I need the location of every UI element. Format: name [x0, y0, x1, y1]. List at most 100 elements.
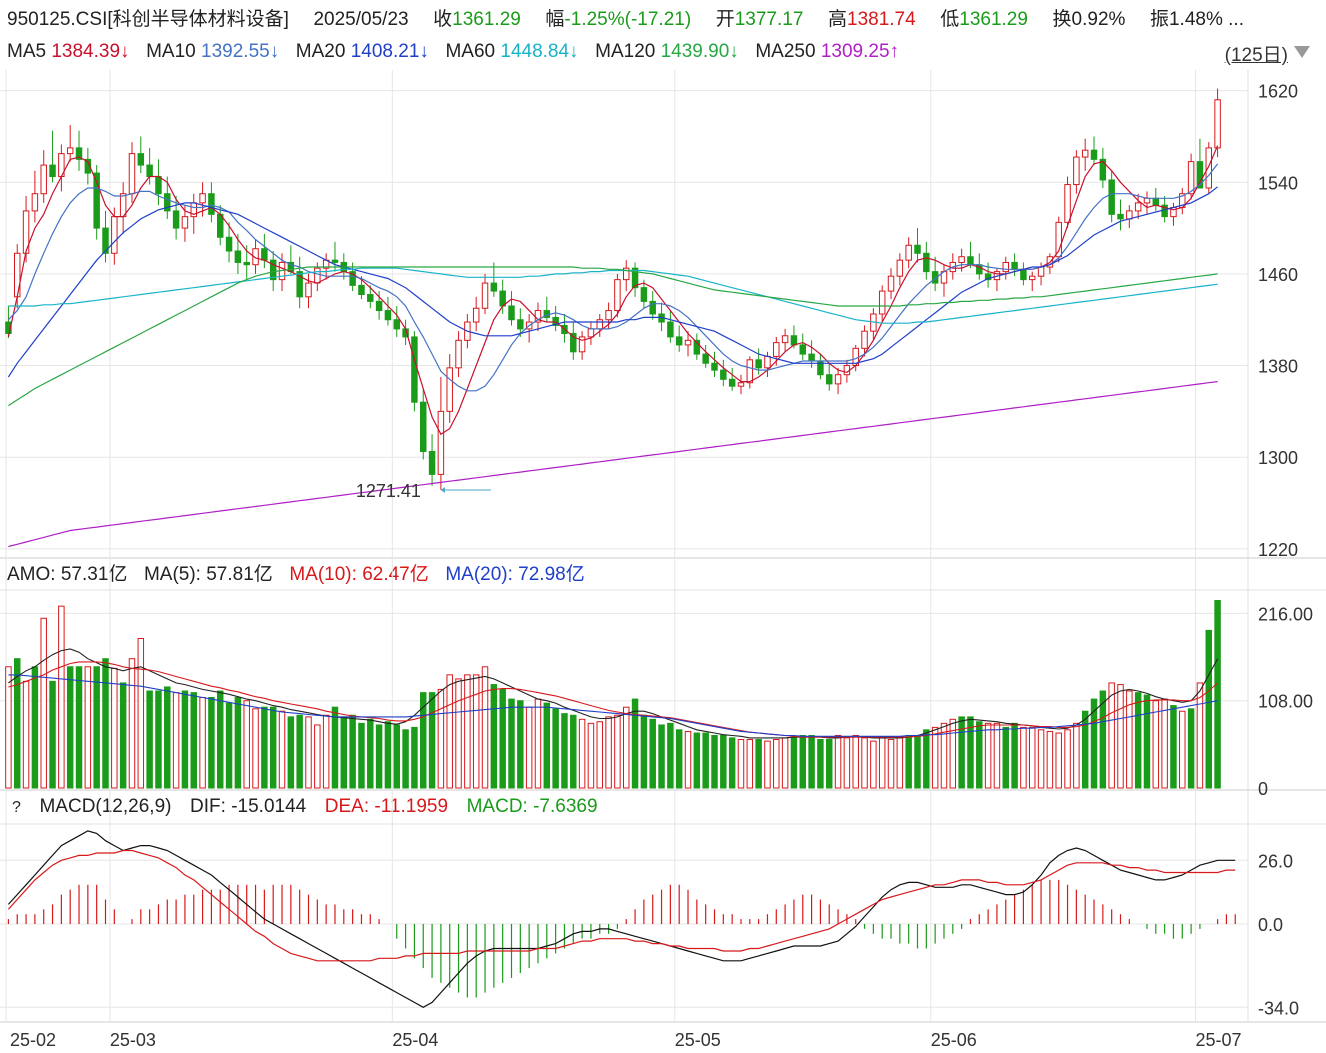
volume-bar	[773, 739, 780, 789]
volume-bar	[1214, 600, 1221, 789]
volume-bar	[984, 722, 992, 789]
volume-bar	[1126, 690, 1133, 789]
x-tick-label: 25-04	[392, 1030, 438, 1050]
price-tick-label: 1540	[1258, 173, 1298, 193]
candle-body	[605, 310, 612, 321]
x-tick-label: 25-06	[931, 1030, 977, 1050]
volume-bar	[570, 714, 577, 789]
candle-body	[728, 378, 736, 387]
volume-bar	[146, 690, 153, 789]
candle-body	[1081, 149, 1089, 158]
volume-bar	[790, 737, 798, 789]
candle-body	[1064, 184, 1071, 223]
ma10-value: 1392.55↓	[201, 41, 280, 62]
volume-bar	[578, 718, 586, 789]
candle-body	[481, 282, 489, 309]
volume-bar	[817, 739, 824, 789]
candle-body	[675, 336, 683, 346]
volume-bar	[905, 734, 912, 789]
candle-body	[931, 271, 939, 284]
macd-dif-line	[7, 830, 1236, 1008]
volume-bar	[111, 667, 118, 789]
volume-bar	[1090, 698, 1098, 789]
volume-bar	[1161, 698, 1168, 789]
index-code-name[interactable]: 950125.CSI[科创半导体材料设备]	[7, 9, 289, 30]
volume-bar	[1117, 684, 1124, 789]
candle-body	[499, 290, 506, 307]
x-tick-label: 25-02	[10, 1030, 56, 1050]
volume-bar	[781, 737, 789, 789]
volume-bar	[1064, 729, 1071, 789]
vol-ma5-value: 57.81亿	[206, 564, 273, 585]
candle-body	[914, 244, 921, 254]
turnover-value: 0.92%	[1071, 9, 1126, 30]
change-label: 幅	[545, 9, 565, 30]
volume-bar	[1011, 722, 1018, 789]
candle-body	[119, 193, 127, 218]
candle-body	[905, 244, 912, 261]
candle-body	[693, 339, 701, 355]
volume-bar	[411, 726, 418, 789]
x-tick-label: 25-03	[110, 1030, 156, 1050]
candle-body	[1143, 197, 1151, 204]
price-tick-label: 1460	[1258, 265, 1298, 285]
volume-bar	[190, 692, 197, 789]
candle-body	[1205, 147, 1212, 189]
ma250-label: MA250	[755, 41, 816, 62]
candle-body	[181, 216, 189, 229]
volume-bar	[702, 732, 709, 789]
volume-bar	[667, 722, 674, 789]
price-tick-label: 1620	[1258, 82, 1298, 102]
candle-body	[808, 353, 815, 362]
volume-tick-label: 216.00	[1258, 604, 1313, 624]
volume-bar	[1029, 726, 1036, 789]
candle-body	[164, 193, 171, 212]
volume-bar	[234, 696, 242, 789]
candle-body	[578, 336, 586, 353]
volume-bar	[605, 716, 612, 789]
volume-bar	[199, 696, 206, 789]
candle-body	[764, 355, 771, 369]
volume-bar	[1152, 700, 1160, 789]
volume-bar	[958, 716, 965, 789]
volume-bar	[31, 666, 39, 789]
low-label: 低	[940, 9, 960, 30]
macd-value: -7.6369	[533, 796, 598, 817]
volume-bar	[552, 708, 559, 789]
volume-bar	[358, 722, 365, 789]
more-button[interactable]: ...	[1228, 9, 1244, 30]
volume-bar	[375, 724, 383, 789]
candle-body	[861, 330, 868, 349]
candle-body	[31, 193, 39, 212]
candle-body	[296, 271, 303, 298]
chevron-down-icon[interactable]	[1292, 42, 1312, 62]
candle-body	[411, 336, 418, 403]
candle-body	[358, 284, 365, 296]
macd-dea-line	[7, 849, 1236, 962]
candle-body	[923, 252, 930, 273]
candle-body	[225, 236, 233, 252]
volume-tick-label: 108.00	[1258, 692, 1313, 712]
candle-body	[958, 256, 965, 263]
volume-bar	[1108, 682, 1115, 789]
candle-body	[243, 261, 250, 266]
volume-ma10-line	[8, 661, 1218, 738]
volume-bar	[737, 739, 745, 789]
volume-bar	[322, 714, 330, 789]
volume-bar	[1099, 690, 1107, 789]
volume-bar	[225, 702, 233, 789]
ma60-value: 1448.84↓	[500, 41, 579, 62]
volume-bar	[640, 714, 648, 789]
candle-body	[570, 332, 577, 353]
candle-body	[75, 147, 83, 160]
volume-bar	[314, 724, 321, 789]
help-icon[interactable]: ?	[12, 799, 21, 816]
candle-body	[640, 287, 648, 302]
candle-body	[746, 359, 754, 384]
ma5-line	[7, 145, 1219, 436]
period-selector[interactable]: (125日)	[1224, 45, 1288, 66]
candle-body	[711, 362, 718, 371]
volume-ma5-line	[8, 648, 1219, 739]
volume-bar	[764, 740, 771, 789]
